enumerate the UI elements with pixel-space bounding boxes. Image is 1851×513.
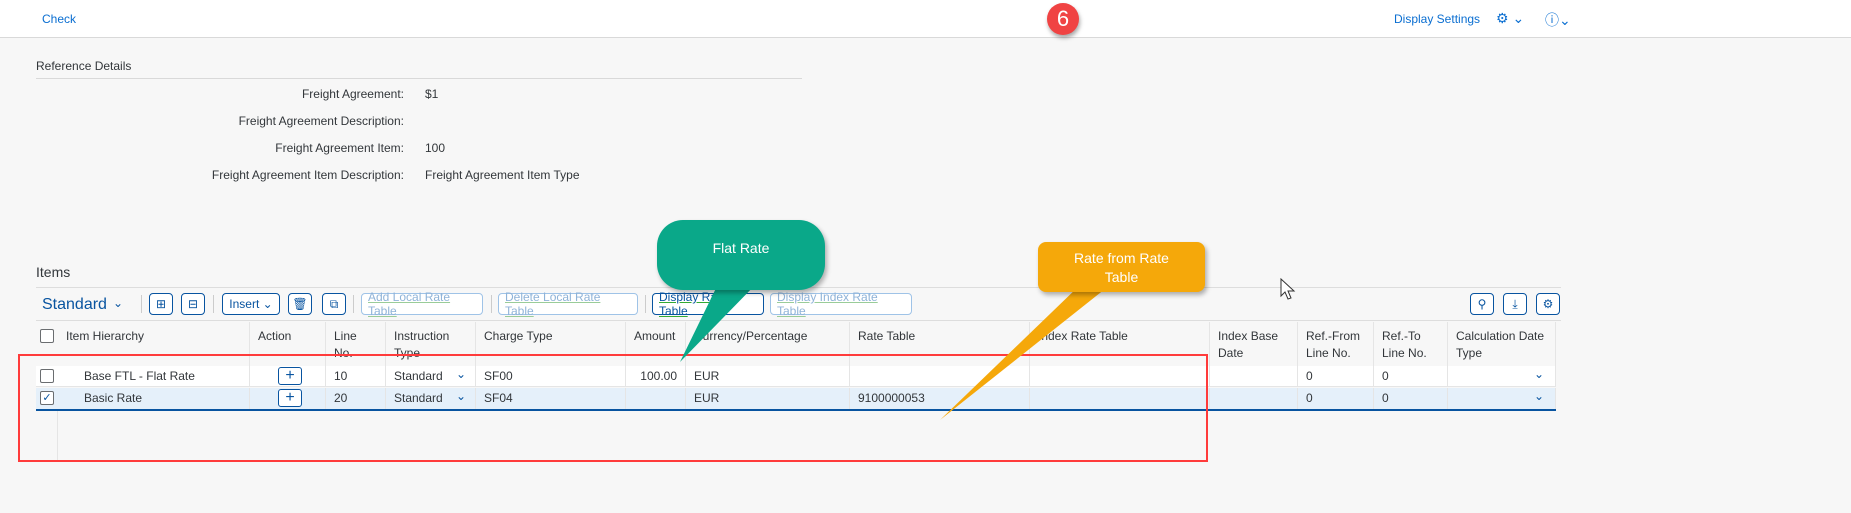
table-filler [36,411,58,461]
column-header[interactable]: Currency/Percentage [686,322,850,366]
flat-rate-callout-tail [680,280,760,362]
column-header[interactable]: Ref.-From Line No. [1298,322,1374,366]
insert-button[interactable]: Insert ⌄ [222,293,280,315]
column-header[interactable]: Charge Type [476,322,626,366]
divider [36,78,802,79]
calc-date-type-select[interactable] [1448,388,1556,409]
variant-selector[interactable]: Standard [42,296,107,313]
select-all-checkbox[interactable] [40,329,54,343]
item-hierarchy-cell: Basic Rate [58,388,250,409]
field-label: Freight Agreement Item Description: [211,168,404,182]
display-settings-link[interactable]: Display Settings [1394,12,1481,26]
chevron-down-icon[interactable]: ⌄ [113,296,124,310]
column-header[interactable]: Amount [626,322,686,366]
divider [141,295,142,313]
flat-rate-callout: Flat Rate [657,220,825,290]
collapse-all-icon[interactable]: ⊟ [181,293,205,315]
charge-type-cell[interactable]: SF04 [476,388,626,409]
divider [213,295,214,313]
mouse-cursor-icon [1280,278,1296,300]
row-checkbox-checked[interactable]: ✓ [40,391,54,405]
field-label: Freight Agreement Item: [275,141,404,155]
step-badge: 6 [1047,3,1079,35]
field-value: $1 [425,87,439,101]
line-no-cell[interactable]: 20 [326,388,386,409]
column-header[interactable]: Instruction Type [386,322,476,366]
display-index-rate-table-button[interactable]: Display Index Rate Table [770,290,912,318]
ref-from-cell[interactable]: 0 [1298,388,1374,409]
column-header[interactable]: Item Hierarchy [58,322,250,366]
field-label: Freight Agreement: [301,87,404,101]
column-header[interactable]: Index Rate Table [1030,322,1210,366]
column-header[interactable]: Line No. [326,322,386,366]
add-icon[interactable]: + [278,389,302,407]
download-icon[interactable]: ⤓ [1503,293,1527,315]
divider [645,295,646,313]
index-rate-table-cell[interactable] [1030,366,1210,386]
index-base-date-cell[interactable] [1210,388,1298,409]
chevron-down-icon[interactable]: ⌄ [1534,367,1545,381]
calc-date-type-select[interactable] [1448,366,1556,386]
delete-icon[interactable]: 🗑 [288,293,312,315]
divider [491,295,492,313]
rate-table-cell[interactable] [850,366,1030,386]
ref-to-cell[interactable]: 0 [1374,388,1448,409]
charge-type-cell[interactable]: SF00 [476,366,626,386]
table-row[interactable]: ✓ Basic Rate + 20 Standard ⌄ SF04 EUR 91… [36,388,1556,411]
chevron-down-icon[interactable]: ⌄ [456,367,467,381]
rate-table-callout: Rate from Rate Table [1038,242,1205,292]
rate-table-cell[interactable]: 9100000053 [850,388,1030,409]
amount-cell[interactable] [626,388,686,409]
row-checkbox[interactable] [40,369,54,383]
divider [353,295,354,313]
top-toolbar [0,0,1851,38]
currency-cell[interactable]: EUR [686,388,850,409]
field-label: Freight Agreement Description: [238,114,404,128]
settings-menu-icon[interactable]: ⚙ ⌄ [1496,10,1525,26]
items-title: Items [36,264,71,280]
divider [36,320,1561,321]
column-header[interactable]: Ref.-To Line No. [1374,322,1448,366]
action-cell [250,388,326,409]
column-header[interactable]: Action [250,322,326,366]
chevron-down-icon[interactable]: ⌄ [456,389,467,403]
help-menu-icon[interactable]: ⓘ⌄ [1545,12,1571,28]
check-button[interactable]: Check [42,12,77,26]
reference-details-title: Reference Details [36,59,132,73]
ref-to-cell[interactable]: 0 [1374,366,1448,386]
instruction-type-select[interactable]: Standard [386,388,476,409]
column-header[interactable]: Index Base Date [1210,322,1298,366]
index-rate-table-cell[interactable] [1030,388,1210,409]
chevron-down-icon[interactable]: ⌄ [1534,389,1545,403]
table-settings-icon[interactable]: ⚙ [1536,293,1560,315]
expand-all-icon[interactable]: ⊞ [149,293,173,315]
search-icon[interactable]: ⚲ [1470,293,1494,315]
add-icon[interactable]: + [278,367,302,385]
index-base-date-cell[interactable] [1210,366,1298,386]
field-value: Freight Agreement Item Type [425,168,580,182]
currency-cell[interactable]: EUR [686,366,850,386]
item-hierarchy-cell: Base FTL - Flat Rate [58,366,250,386]
field-value: 100 [425,141,446,155]
rate-table-callout-tail [940,285,1110,420]
line-no-cell[interactable]: 10 [326,366,386,386]
amount-cell[interactable]: 100.00 [626,366,686,386]
instruction-type-select[interactable]: Standard [386,366,476,386]
action-cell [250,366,326,386]
column-header[interactable]: Calculation Date Type [1448,322,1556,366]
insert-label: Insert [229,297,260,311]
delete-local-rate-table-button[interactable]: Delete Local Rate Table [498,290,638,318]
copy-icon[interactable]: ⧉ [322,293,346,315]
highlight-box [18,354,1208,462]
add-local-rate-table-button[interactable]: Add Local Rate Table [361,290,483,318]
table-row[interactable]: Base FTL - Flat Rate + 10 Standard ⌄ SF0… [36,366,1556,387]
ref-from-cell[interactable]: 0 [1298,366,1374,386]
